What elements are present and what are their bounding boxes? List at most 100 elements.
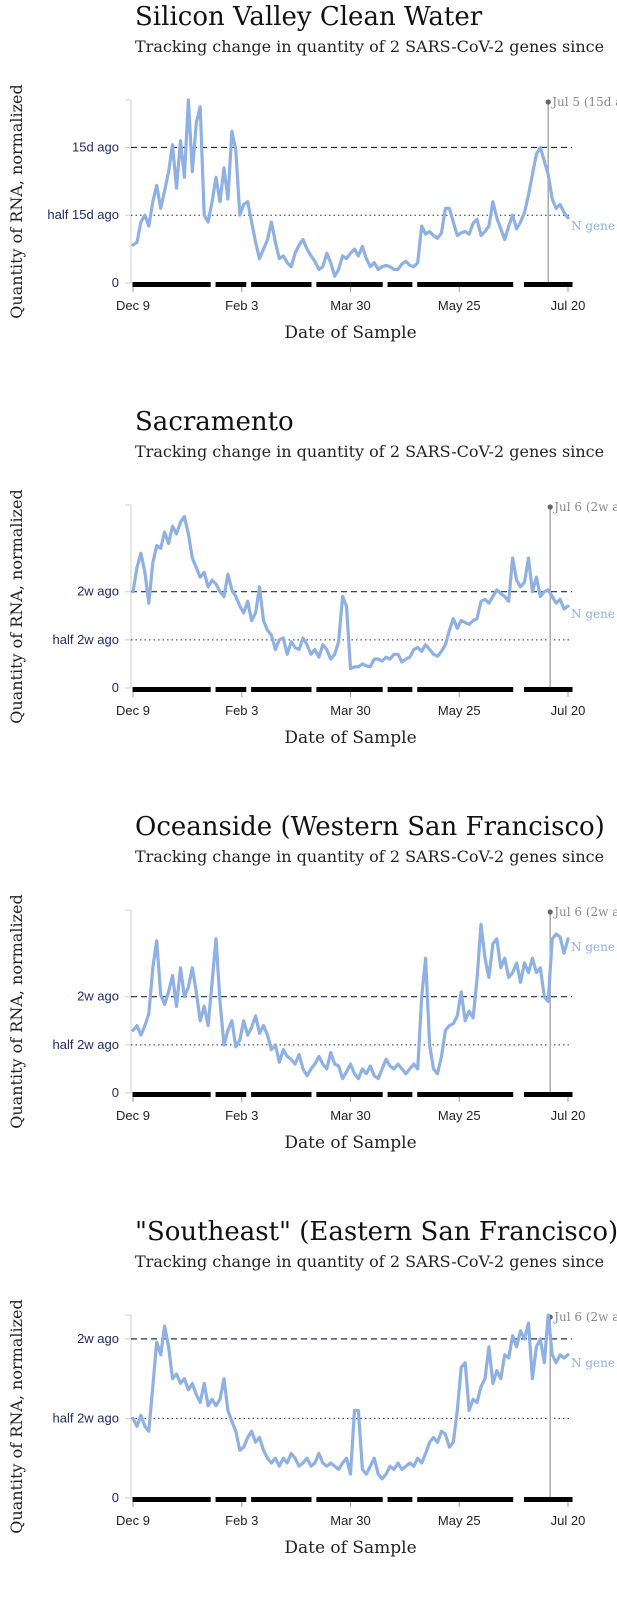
chart-title: Oceanside (Western San Francisco) xyxy=(135,812,605,842)
sample-rug-mark xyxy=(298,282,306,287)
x-axis-title: Date of Sample xyxy=(284,728,416,748)
series-line-n-gene xyxy=(131,514,570,671)
sample-rug-mark xyxy=(494,282,502,287)
sample-rug-mark xyxy=(351,687,359,692)
sample-rug-mark xyxy=(357,687,365,692)
sample-rug-mark xyxy=(429,282,437,287)
sample-rug-mark xyxy=(221,687,229,692)
marker-dot xyxy=(547,504,553,510)
sample-rug-mark xyxy=(221,1092,229,1097)
series-label: N gene xyxy=(571,607,615,621)
sample-rug-mark xyxy=(529,1497,537,1502)
sample-rug-mark xyxy=(387,282,395,287)
sample-rug-mark xyxy=(298,1497,306,1502)
sample-rug-mark xyxy=(328,1497,336,1502)
x-axis-title: Date of Sample xyxy=(284,1538,416,1558)
x-tick-label: May 25 xyxy=(438,703,481,718)
sample-rug-mark xyxy=(470,687,478,692)
sample-rug-mark xyxy=(363,687,371,692)
sample-rug-mark xyxy=(494,687,502,692)
sample-rug-mark xyxy=(482,282,490,287)
sample-rug-mark xyxy=(524,282,531,287)
sample-rug-mark xyxy=(464,687,472,692)
sample-rug-mark xyxy=(286,1092,294,1097)
sample-rug-mark xyxy=(322,1092,330,1097)
sample-rug-mark xyxy=(440,282,448,287)
sample-rug-mark xyxy=(144,282,152,287)
sample-rug-mark xyxy=(328,1092,336,1097)
sample-rug-mark xyxy=(529,282,537,287)
sample-rug-mark xyxy=(565,1092,573,1097)
sample-rug-mark xyxy=(423,282,431,287)
sample-rug-mark xyxy=(399,1497,407,1502)
sample-rug-mark xyxy=(340,1092,348,1097)
sample-rug-mark xyxy=(185,687,193,692)
sample-rug-mark xyxy=(304,282,312,287)
sample-rug-mark xyxy=(174,1497,182,1502)
sample-rug-mark xyxy=(138,282,146,287)
x-tick-label: Mar 30 xyxy=(330,1108,370,1123)
sample-rug-mark xyxy=(446,1092,454,1097)
sample-rug-mark xyxy=(280,282,288,287)
chart-subtitle: Tracking change in quantity of 2 SARS-Co… xyxy=(135,847,605,866)
sample-rug-mark xyxy=(268,1092,276,1097)
sample-rug-mark xyxy=(191,1092,199,1097)
sample-rug-mark xyxy=(203,687,211,692)
sample-rug-mark xyxy=(387,1092,395,1097)
sample-rug-mark xyxy=(506,687,514,692)
sample-rug-mark xyxy=(393,1497,401,1502)
sample-rug-mark xyxy=(393,282,401,287)
sample-rug-mark xyxy=(429,1497,437,1502)
sample-rug-mark xyxy=(227,687,235,692)
sample-rug-mark xyxy=(535,687,543,692)
x-tick-label: Feb 3 xyxy=(225,1108,258,1123)
sample-rug-mark xyxy=(340,1497,348,1502)
sample-rug-mark xyxy=(316,1497,324,1502)
sample-rug-mark xyxy=(423,1092,431,1097)
sample-rug-mark xyxy=(280,687,288,692)
sample-rug-mark xyxy=(174,282,182,287)
sample-rug-mark xyxy=(257,687,265,692)
sample-rug-mark xyxy=(316,687,324,692)
sample-rug-mark xyxy=(274,687,282,692)
sample-rug-mark xyxy=(524,1092,531,1097)
sample-rug-mark xyxy=(435,282,443,287)
chart-subtitle: Tracking change in quantity of 2 SARS-Co… xyxy=(135,37,605,56)
y-axis-title: Quantity of RNA, normalized xyxy=(7,1299,26,1533)
chart-subtitle: Tracking change in quantity of 2 SARS-Co… xyxy=(135,1252,605,1271)
sample-rug-mark xyxy=(565,687,573,692)
sample-rug-mark xyxy=(185,1092,193,1097)
sample-rug-mark xyxy=(150,282,158,287)
sample-rug-mark xyxy=(263,1497,270,1502)
sample-rug-mark xyxy=(197,1092,205,1097)
sample-rug-mark xyxy=(494,1497,502,1502)
y-axis-title: Quantity of RNA, normalized xyxy=(7,489,26,723)
x-tick-label: Jul 20 xyxy=(551,1513,586,1528)
sample-rug-mark xyxy=(179,1497,187,1502)
sample-rug-mark xyxy=(168,282,176,287)
sample-rug-mark xyxy=(174,687,182,692)
sample-rug-mark xyxy=(553,1497,561,1502)
sample-rug-mark xyxy=(251,1497,259,1502)
sample-rug-mark xyxy=(215,1092,223,1097)
sample-rug-mark xyxy=(446,1497,454,1502)
chart-title: Sacramento xyxy=(135,407,294,437)
sample-rug-mark xyxy=(482,1497,490,1502)
sample-rug-mark xyxy=(239,1497,247,1502)
sample-rug-mark xyxy=(132,282,140,287)
sample-rug-mark xyxy=(553,687,561,692)
chart-panel-oceanside: Oceanside (Western San Francisco) Tracki… xyxy=(0,810,617,1210)
sample-rug-mark xyxy=(476,1497,484,1502)
sample-rug-mark xyxy=(440,1497,448,1502)
sample-rug-mark xyxy=(251,1092,259,1097)
sample-rug-mark xyxy=(346,1497,354,1502)
y-tick-label: half 2w ago xyxy=(53,632,120,647)
sample-rug-mark xyxy=(191,282,199,287)
sample-rug-mark xyxy=(144,1092,152,1097)
sample-rug-mark xyxy=(452,282,460,287)
sample-rug-mark xyxy=(393,687,401,692)
sample-rug-mark xyxy=(559,282,567,287)
sample-rug-mark xyxy=(150,1092,158,1097)
sample-rug-mark xyxy=(500,687,508,692)
sample-rug-mark xyxy=(316,1092,324,1097)
